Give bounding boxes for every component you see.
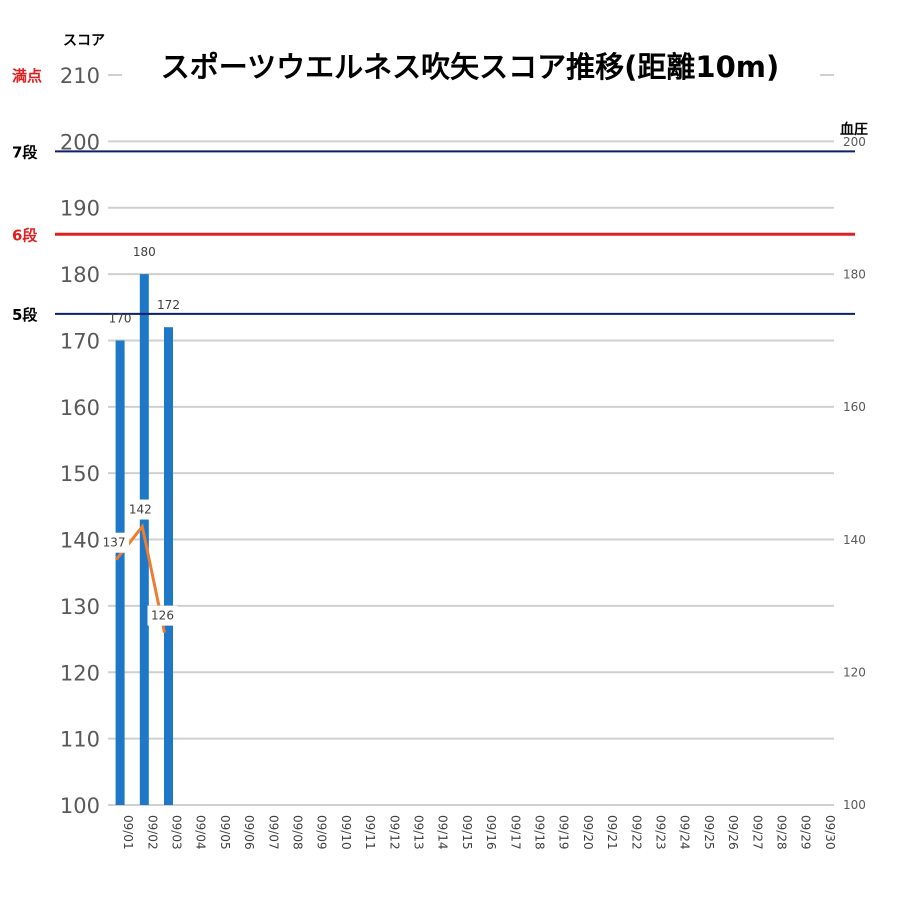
rank-label: 満点 — [12, 67, 42, 85]
x-tick-label: 09/04 — [194, 815, 208, 850]
y2-axis-label: 血圧 — [840, 121, 868, 138]
rank-label: 5段 — [12, 306, 37, 324]
score-bar — [164, 327, 173, 805]
score-bar — [115, 340, 125, 805]
y-tick-label: 180 — [60, 263, 100, 287]
bar-value-labels: 170 180 172 — [109, 245, 180, 325]
x-tick-label: 09/25 — [702, 815, 716, 850]
y-tick-label: 120 — [60, 661, 100, 685]
y-tick-label: 130 — [60, 595, 100, 619]
y-tick-label: 150 — [60, 462, 100, 486]
x-tick-label: 09/29 — [799, 815, 813, 850]
x-tick-label: 09/08 — [291, 815, 305, 850]
y2-tick-label: 140 — [843, 533, 866, 547]
gridlines — [108, 74, 834, 806]
x-tick-label: 09/28 — [775, 815, 789, 850]
x-tick-label: 09/05 — [218, 815, 232, 850]
x-tick-label: 09/19 — [557, 815, 571, 850]
x-tick-label: 09/09 — [315, 815, 329, 850]
x-tick-label: 09/21 — [605, 815, 619, 850]
y2-tick-label: 160 — [843, 400, 866, 414]
y-tick-label: 190 — [60, 197, 100, 221]
y2-tick-label: 120 — [843, 665, 866, 679]
bar-value-label: 172 — [157, 298, 180, 312]
y-tick-label: 100 — [60, 794, 100, 818]
x-tick-label: 09/30 — [823, 815, 837, 850]
line-label-box — [99, 532, 130, 553]
y-tick-label: 160 — [60, 396, 100, 420]
y-tick-label: 140 — [60, 529, 100, 553]
line-label-box — [125, 499, 156, 520]
x-tick-label: 09/22 — [629, 815, 643, 850]
line-value-label: 142 — [129, 503, 152, 517]
x-tick-label: 09/16 — [484, 815, 498, 850]
x-tick-label: 09/13 — [412, 815, 426, 850]
y-tick-label: 170 — [60, 329, 100, 353]
y-tick-label: 210 — [60, 64, 100, 88]
x-tick-label: 09/20 — [581, 815, 595, 850]
y2-tick-label: 100 — [843, 798, 866, 812]
x-tick-label: 09/11 — [363, 815, 377, 850]
x-tick-label: 09/07 — [266, 815, 280, 850]
line-value-label: 126 — [151, 609, 174, 623]
x-tick-label: 09/24 — [678, 815, 692, 850]
x-tick-label: 09/18 — [533, 815, 547, 850]
x-tick-label: 09/14 — [436, 815, 450, 850]
x-tick-label: 09/26 — [726, 815, 740, 850]
blood-pressure-series: 137 142 126 — [99, 499, 178, 633]
x-tick-label: 09/03 — [170, 815, 184, 850]
y-tick-label: 110 — [60, 728, 100, 752]
line-label-box — [147, 605, 178, 626]
bar-value-label: 170 — [109, 311, 132, 325]
x-tick-label: 09/02 — [145, 815, 159, 850]
chart-title: スポーツウエルネス吹矢スコア推移(距離10m) — [161, 50, 780, 84]
x-tick-label: 09/10 — [339, 815, 353, 850]
right-axis-ticks: 100 120 140 160 180 200 — [843, 135, 866, 812]
bar-value-label: 180 — [133, 245, 156, 259]
rank-label: 7段 — [12, 143, 37, 161]
y2-tick-label: 180 — [843, 268, 866, 282]
rank-reference-lines: 満点 7段 6段 5段 — [12, 67, 855, 324]
x-tick-label: 09/23 — [654, 815, 668, 850]
y2-tick-label: 200 — [843, 135, 866, 149]
x-tick-label: 09/12 — [387, 815, 401, 850]
x-axis-ticks: 09/01 09/02 09/03 09/04 09/05 09/06 09/07 09/08… — [121, 815, 837, 850]
x-tick-label: 09/01 — [121, 815, 135, 850]
x-tick-label: 09/15 — [460, 815, 474, 850]
y-axis-label: スコア — [63, 33, 105, 49]
x-tick-label: 09/17 — [508, 815, 522, 850]
x-tick-label: 09/27 — [750, 815, 764, 850]
rank-label: 6段 — [12, 226, 37, 244]
x-tick-label: 09/06 — [242, 815, 256, 850]
line-value-label: 137 — [103, 536, 126, 550]
